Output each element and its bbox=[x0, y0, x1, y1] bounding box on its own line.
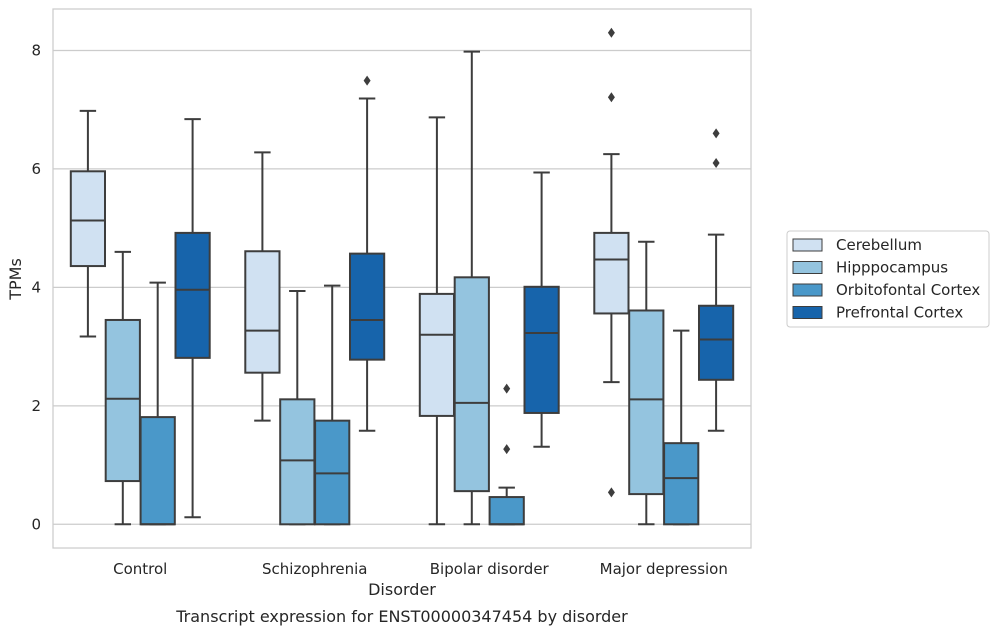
box-group bbox=[69, 109, 107, 338]
outlier-point bbox=[607, 487, 615, 498]
outlier-point bbox=[712, 128, 720, 139]
box-group bbox=[174, 118, 211, 519]
box bbox=[104, 318, 141, 483]
box-group bbox=[523, 171, 560, 448]
legend-label: Orbitofontal Cortex bbox=[836, 281, 980, 299]
x-tick-label: Schizophrenia bbox=[262, 560, 367, 578]
y-tick-label: 8 bbox=[31, 41, 41, 59]
outlier-point bbox=[363, 75, 371, 86]
box-group bbox=[139, 281, 176, 526]
box bbox=[244, 250, 281, 374]
box-group bbox=[418, 116, 456, 526]
box bbox=[488, 496, 525, 526]
legend-label: Prefrontal Cortex bbox=[836, 304, 963, 322]
x-tick-label: Bipolar disorder bbox=[430, 560, 550, 578]
outlier-point bbox=[503, 444, 511, 455]
legend-swatch bbox=[792, 238, 823, 252]
boxes bbox=[69, 27, 735, 526]
legend-items: Cerebellum Hipppocampus Orbitofontal Corte… bbox=[792, 236, 980, 322]
y-tick-labels: 0 2 4 6 8 bbox=[31, 41, 41, 533]
x-tick-label: Control bbox=[113, 560, 167, 578]
box bbox=[279, 398, 316, 526]
box-group bbox=[453, 50, 490, 526]
outlier-point bbox=[607, 92, 615, 103]
box-group bbox=[348, 75, 386, 432]
figure-caption: Transcript expression for ENST0000034745… bbox=[175, 607, 628, 626]
x-axis-title: Disorder bbox=[368, 580, 436, 599]
box-group bbox=[628, 240, 665, 526]
box bbox=[453, 276, 490, 493]
box-group bbox=[663, 329, 700, 526]
box-group bbox=[104, 250, 141, 526]
legend-swatch bbox=[792, 261, 823, 274]
legend-label: Hipppocampus bbox=[836, 259, 948, 277]
box bbox=[663, 442, 700, 526]
plot-frame bbox=[52, 8, 752, 549]
y-axis-title: TPMs bbox=[6, 258, 25, 301]
box-group bbox=[593, 27, 630, 498]
box bbox=[593, 231, 630, 315]
box bbox=[523, 285, 560, 414]
legend-label: Cerebellum bbox=[836, 236, 922, 254]
x-tick-label: Major depression bbox=[600, 560, 728, 578]
box-group bbox=[697, 128, 735, 432]
legend-swatch bbox=[792, 306, 823, 319]
y-tick-label: 2 bbox=[31, 397, 41, 415]
legend: Cerebellum Hipppocampus Orbitofontal Corte… bbox=[786, 230, 990, 328]
box-group bbox=[314, 284, 351, 526]
box-group bbox=[279, 289, 316, 526]
outlier-point bbox=[503, 383, 511, 394]
box bbox=[697, 304, 735, 381]
box-group bbox=[488, 383, 525, 526]
box bbox=[348, 252, 386, 361]
y-tick-label: 0 bbox=[31, 515, 41, 533]
y-tick-label: 6 bbox=[31, 160, 41, 178]
y-tick-label: 4 bbox=[31, 278, 41, 296]
x-tick-labels: Control Schizophrenia Bipolar disorder Majo… bbox=[113, 560, 728, 578]
box-group bbox=[244, 151, 281, 422]
box bbox=[418, 292, 456, 417]
box bbox=[174, 231, 211, 359]
box bbox=[628, 309, 665, 496]
box bbox=[139, 416, 176, 526]
outlier-point bbox=[712, 158, 720, 168]
legend-swatch bbox=[792, 283, 823, 297]
box bbox=[69, 170, 107, 268]
legend-frame bbox=[786, 230, 990, 328]
outlier-point bbox=[607, 27, 615, 38]
